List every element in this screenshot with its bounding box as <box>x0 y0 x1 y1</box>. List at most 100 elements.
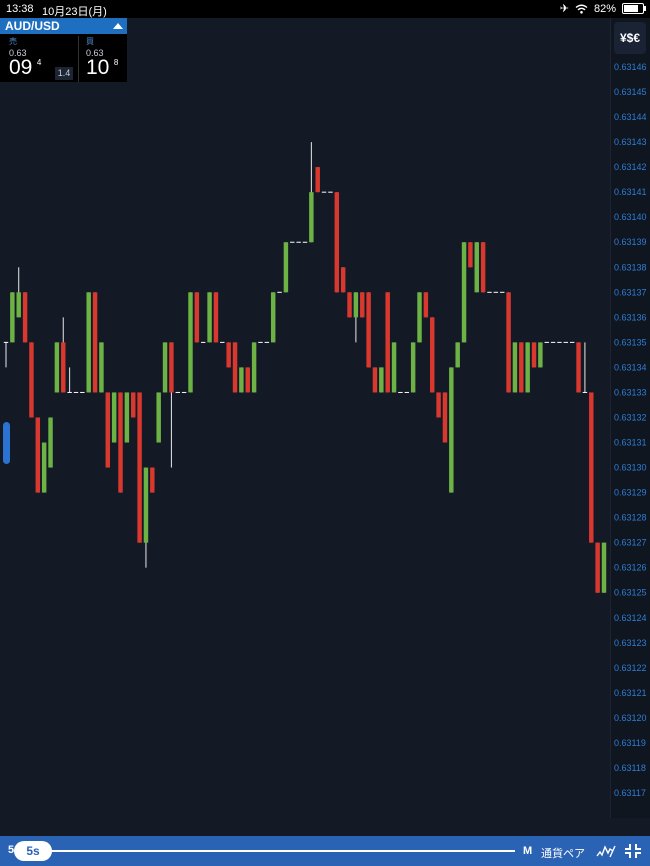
interval-min-label: 5 <box>8 844 15 856</box>
candle-body <box>442 392 448 443</box>
candle <box>35 417 41 493</box>
candle <box>61 317 66 393</box>
status-bar: 13:38 10月23日(月) ✈ 82% <box>0 0 650 18</box>
buy-pip: 8 <box>113 58 119 67</box>
candle <box>22 292 28 343</box>
candle <box>67 367 72 393</box>
quote-header[interactable]: AUD/USD <box>0 18 127 34</box>
airplane-icon: ✈ <box>559 3 569 15</box>
candle-body <box>468 242 473 268</box>
y-tick-label: 0.63138 <box>614 262 647 272</box>
candle <box>340 267 346 293</box>
candle <box>525 342 530 393</box>
candle <box>213 292 219 343</box>
candle <box>251 342 257 393</box>
candle <box>423 292 429 318</box>
candle-body <box>525 342 530 393</box>
buy-price[interactable]: 買 0.63 10 8 <box>86 36 118 82</box>
candle <box>372 367 378 393</box>
candle <box>54 342 60 393</box>
sell-price[interactable]: 売 0.63 09 4 <box>9 36 41 82</box>
collapse-arrow-icon[interactable] <box>113 23 123 29</box>
candle-body <box>480 242 486 293</box>
candle <box>442 392 448 443</box>
candle-body <box>385 292 390 393</box>
candle-body <box>131 392 136 418</box>
chart-style-icon[interactable] <box>596 843 616 859</box>
candle-body <box>118 392 123 493</box>
candle-body <box>162 342 168 393</box>
candle <box>86 292 91 393</box>
y-tick-label: 0.63121 <box>614 688 647 698</box>
candle <box>353 292 359 343</box>
candle-body <box>245 367 250 393</box>
candle <box>589 392 594 543</box>
candle <box>347 292 352 318</box>
candle <box>334 192 340 293</box>
y-tick-label: 0.63117 <box>614 788 646 798</box>
side-panel-handle[interactable] <box>3 422 10 464</box>
collapse-icon[interactable] <box>624 843 642 859</box>
candle-body <box>449 367 454 493</box>
candle <box>360 292 365 318</box>
candle-body <box>169 342 174 393</box>
y-tick-label: 0.63141 <box>614 187 647 197</box>
quote-panel[interactable]: AUD/USD 売 0.63 09 4 買 0.63 10 8 <box>0 18 127 82</box>
currency-pair-button[interactable]: 通貨ペア <box>541 848 585 860</box>
candle <box>99 342 104 393</box>
y-tick-label: 0.63120 <box>614 713 647 723</box>
candle <box>16 267 21 318</box>
bottom-toolbar: 5 5s M 通貨ペア <box>0 836 650 866</box>
y-tick-label: 0.63128 <box>614 513 647 523</box>
candle-body <box>309 192 314 243</box>
candle <box>391 342 397 393</box>
candle <box>595 542 600 593</box>
interval-slider-track[interactable] <box>45 850 515 852</box>
candle-body <box>340 267 346 293</box>
candle-body <box>512 342 518 393</box>
sell-label: 売 <box>9 37 17 46</box>
candle-body <box>48 417 53 468</box>
candle <box>41 442 47 493</box>
candle <box>309 142 314 243</box>
candle <box>283 242 289 293</box>
candle <box>512 342 518 393</box>
interval-slider-thumb[interactable]: 5s <box>14 841 52 861</box>
candle <box>519 342 524 393</box>
sell-base: 0.63 <box>9 48 27 58</box>
pair-label: AUD/USD <box>5 19 60 33</box>
y-tick-label: 0.63127 <box>614 538 647 548</box>
battery-icon <box>622 3 646 14</box>
candle <box>137 392 142 543</box>
wifi-icon <box>575 4 588 14</box>
y-tick-label: 0.63135 <box>614 337 647 347</box>
candle-body <box>251 342 257 393</box>
status-time: 13:38 <box>6 3 34 15</box>
candle <box>468 242 473 268</box>
candle-body <box>92 292 98 393</box>
buy-label: 買 <box>86 37 94 46</box>
candle-body <box>194 292 200 343</box>
status-date: 10月23日(月) <box>42 6 107 18</box>
candle-body <box>10 292 15 343</box>
candle-body <box>474 242 479 293</box>
candle <box>582 342 588 393</box>
candle-body <box>353 292 359 318</box>
y-tick-label: 0.63126 <box>614 563 647 573</box>
candle <box>436 392 441 418</box>
currency-button[interactable]: ¥$€ <box>614 22 646 54</box>
candle <box>430 317 435 393</box>
candlestick-chart[interactable]: 10月23日 1…10月23日 1…10月23日 1…10月23日 1…10月2… <box>0 18 610 818</box>
candle <box>111 392 117 443</box>
candle <box>366 292 371 368</box>
status-indicators: ✈ 82% <box>559 2 646 15</box>
y-tick-label: 0.63136 <box>614 312 647 322</box>
candle-body <box>16 292 21 318</box>
y-tick-label: 0.63133 <box>614 387 647 397</box>
candle-body <box>417 292 422 343</box>
candle-body <box>410 342 416 393</box>
candle <box>245 367 250 393</box>
battery-percent: 82% <box>593 2 616 15</box>
candle-body <box>519 342 524 393</box>
candle-body <box>207 292 212 343</box>
